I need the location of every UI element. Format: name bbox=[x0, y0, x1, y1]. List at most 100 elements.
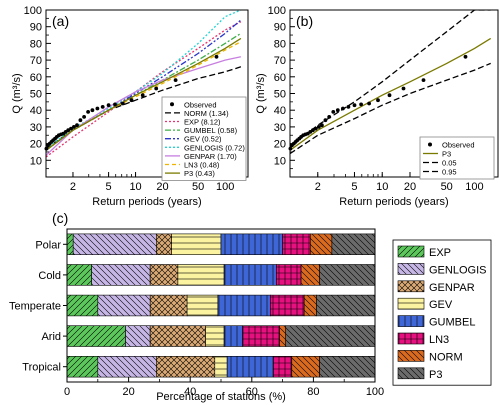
y-tick-label: 20 bbox=[274, 139, 286, 151]
x-tick-label: 2 bbox=[70, 181, 76, 193]
observed-point bbox=[78, 118, 83, 123]
observed-point bbox=[154, 86, 159, 91]
bar-segment-polar-norm bbox=[309, 233, 333, 255]
legend-swatch-norm bbox=[397, 350, 425, 362]
y-tick-label: 60 bbox=[30, 72, 42, 84]
y-tick-label: 100 bbox=[24, 5, 42, 17]
x-tick-label: 50 bbox=[441, 181, 453, 193]
legend-label-p3-0-43: P3 (0.43) bbox=[184, 169, 215, 178]
observed-point bbox=[129, 98, 134, 103]
bar-segment-temperate-norm bbox=[303, 294, 317, 317]
x-tick-label: 0 bbox=[64, 386, 70, 398]
x-axis-label: Percentage of stations (%) bbox=[156, 391, 286, 403]
x-tick-label: 100 bbox=[465, 181, 483, 193]
observed-point bbox=[72, 125, 76, 129]
observed-point bbox=[69, 126, 73, 131]
x-tick-label: 20 bbox=[156, 181, 168, 193]
legend-label-0-05: 0.05 bbox=[442, 159, 457, 168]
bar-segment-temperate-p3 bbox=[316, 294, 376, 317]
observed-point bbox=[66, 128, 71, 133]
observed-point bbox=[376, 98, 380, 103]
legend-box bbox=[161, 96, 247, 181]
observed-point bbox=[113, 102, 117, 107]
x-tick-label: 100 bbox=[366, 386, 384, 398]
x-tick-label: 20 bbox=[122, 386, 134, 398]
observed-point bbox=[120, 101, 125, 106]
category-label-cold: Cold bbox=[38, 270, 61, 282]
bar-segment-polar-gumbel bbox=[220, 233, 283, 255]
bar-segment-temperate-gev bbox=[186, 294, 219, 317]
series-line-exp-8-12 bbox=[46, 21, 242, 158]
y-tick-label: 30 bbox=[30, 122, 42, 134]
legend-label-gumbel: GUMBEL bbox=[429, 317, 475, 329]
bar-segment-tropical-exp bbox=[66, 355, 99, 378]
legend-label-gumbel-0-58: GUMBEL (0.58) bbox=[184, 126, 238, 135]
panel-letter: (a) bbox=[52, 13, 69, 29]
x-tick-label: 80 bbox=[307, 386, 319, 398]
legend-marker-observed bbox=[428, 142, 432, 147]
legend-swatch-ln3 bbox=[397, 332, 425, 345]
bar-segment-tropical-p3 bbox=[319, 355, 376, 378]
bar-segment-cold-norm bbox=[300, 264, 320, 286]
legend-label-p3: P3 bbox=[429, 369, 442, 381]
observed-point bbox=[331, 110, 336, 114]
y-tick-label: 80 bbox=[274, 38, 286, 50]
observed-point bbox=[313, 126, 318, 131]
bar-segment-arid-genpar bbox=[149, 325, 206, 347]
observed-point bbox=[82, 115, 86, 119]
observed-point bbox=[387, 93, 392, 98]
legend-swatch-exp bbox=[397, 245, 425, 258]
bar-segment-cold-ln3 bbox=[276, 264, 302, 286]
observed-point bbox=[86, 110, 90, 114]
series-line-0-95 bbox=[290, 10, 491, 148]
category-label-polar: Polar bbox=[35, 239, 61, 251]
observed-point bbox=[320, 123, 324, 128]
observed-point bbox=[359, 102, 363, 107]
bar-segment-tropical-genlogis bbox=[97, 355, 157, 378]
observed-point bbox=[95, 106, 100, 111]
legend-swatch-gev bbox=[397, 297, 425, 310]
legend-label-genlogis: GENLOGIS bbox=[429, 264, 486, 276]
legend-label-exp: EXP bbox=[429, 247, 451, 259]
bar-segment-polar-genlogis bbox=[72, 233, 157, 255]
x-axis-label: Return periods (years) bbox=[92, 196, 201, 208]
bar-segment-arid-exp bbox=[66, 325, 126, 347]
bar-segment-arid-norm bbox=[279, 325, 286, 347]
bar-segment-arid-gev bbox=[205, 325, 225, 347]
series-line-p3 bbox=[290, 37, 492, 151]
legend-label-ln3-0-48: LN3 (0.48) bbox=[184, 161, 220, 170]
y-tick-label: 50 bbox=[274, 89, 286, 101]
bar-segment-polar-p3 bbox=[331, 233, 376, 255]
observed-point bbox=[341, 106, 345, 111]
legend-label-observed: Observed bbox=[442, 141, 475, 150]
legend-marker-observed bbox=[170, 102, 174, 107]
y-tick-label: 10 bbox=[30, 155, 42, 167]
bar-segment-arid-p3 bbox=[285, 325, 376, 347]
legend-label-genpar-1-70: GENPAR (1.70) bbox=[184, 152, 237, 161]
y-axis-label: Q (m³/s) bbox=[11, 73, 23, 113]
observed-point bbox=[352, 103, 357, 108]
observed-point bbox=[173, 78, 178, 82]
panel-a: 2 5 10 20 50 100 10 20 30 40 50 60 70 80 90 100 (a) Retur… bbox=[11, 5, 249, 208]
observed-point bbox=[214, 54, 219, 59]
bar-segment-arid-genlogis bbox=[125, 325, 151, 347]
bar-segment-cold-gev bbox=[177, 264, 225, 286]
legend-swatch-genlogis bbox=[397, 263, 425, 275]
bar-segment-arid-gumbel bbox=[223, 325, 243, 347]
y-tick-label: 60 bbox=[274, 72, 286, 84]
legend-label-norm: NORM bbox=[429, 351, 463, 363]
x-tick-label: 100 bbox=[216, 181, 234, 193]
bar-segment-polar-genpar bbox=[156, 233, 173, 255]
observed-point bbox=[106, 103, 111, 108]
x-axis-label: Return periods (years) bbox=[339, 196, 448, 208]
x-tick-label: 50 bbox=[192, 181, 204, 193]
panel-letter: (c) bbox=[52, 210, 68, 226]
bar-segment-tropical-norm bbox=[291, 355, 320, 378]
y-tick-label: 90 bbox=[30, 22, 42, 34]
x-tick-label: 20 bbox=[404, 181, 416, 193]
observed-point bbox=[311, 128, 315, 133]
legend-swatch-p3 bbox=[397, 367, 425, 380]
y-tick-label: 70 bbox=[274, 55, 286, 67]
bar-segment-temperate-genlogis bbox=[97, 294, 151, 317]
y-tick-label: 10 bbox=[274, 155, 286, 167]
